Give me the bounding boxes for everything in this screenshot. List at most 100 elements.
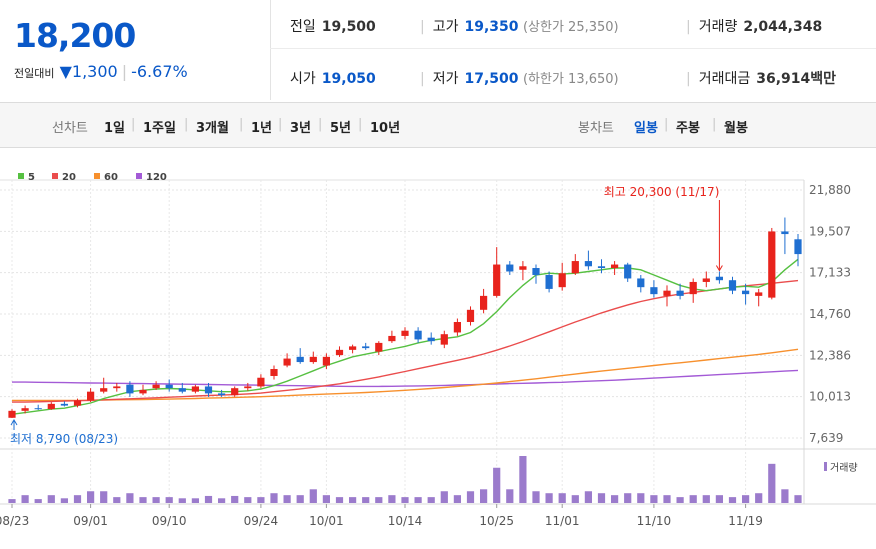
volume-bar (427, 497, 435, 503)
candle-body (34, 408, 42, 410)
candle-body (479, 295, 488, 310)
x-tick-label: 09/01 (73, 514, 108, 528)
candle-weekly[interactable]: 주봉 (676, 121, 700, 136)
volume-bar (493, 467, 501, 503)
candle-body (322, 356, 331, 366)
y-tick-label: 19,507 (809, 224, 851, 238)
candle-body (73, 400, 82, 406)
day-high: | 고가 19,350 (상한가 25,350) (420, 19, 619, 35)
volume-bar (741, 495, 750, 503)
volume-bar (401, 497, 409, 503)
candle-body (702, 278, 710, 282)
candle-body (60, 403, 69, 406)
legend-label-60: 60 (104, 172, 118, 183)
legend-label-5: 5 (28, 172, 35, 183)
volume-bar (388, 495, 396, 503)
upper-limit: (상한가 25,350) (522, 20, 619, 35)
candle-body (637, 278, 645, 288)
line-chart-label: 선차트 (52, 121, 88, 136)
volume-bar (414, 497, 422, 503)
volume-bar (479, 489, 488, 503)
change-divider: | (121, 62, 128, 81)
prev-close: 전일 19,500 (290, 16, 376, 36)
volume-bar (466, 491, 475, 503)
candle-body (270, 369, 278, 376)
candle-body (257, 377, 265, 387)
volume-bar (139, 497, 147, 503)
period-1d[interactable]: 1일 (104, 121, 126, 136)
candle-body (362, 346, 370, 349)
volume-bar (34, 499, 42, 503)
volume-bar (348, 497, 357, 503)
x-tick-label: 10/01 (309, 514, 344, 528)
volume-bar (532, 491, 540, 503)
period-1w[interactable]: 1주일 (143, 121, 176, 136)
volume-bar (100, 491, 108, 503)
volume-bar (296, 495, 304, 503)
candle-body (283, 358, 291, 366)
open-price: 시가 19,050 (290, 68, 376, 88)
prev-close-label: 전일 (290, 19, 316, 35)
candle-body (86, 391, 95, 401)
x-tick-label: 11/01 (545, 514, 580, 528)
volume-bar (637, 493, 645, 503)
legend-label-120: 120 (146, 172, 167, 183)
candle-body (388, 335, 396, 342)
candle-body (401, 330, 409, 336)
candle-monthly[interactable]: 월봉 (724, 121, 748, 136)
candle-body (191, 386, 200, 392)
volume-bar (21, 495, 29, 503)
legend-swatch-60 (94, 173, 100, 179)
down-arrow-icon: ▼ (59, 62, 72, 81)
volume-bar (794, 495, 802, 503)
candle-body (624, 264, 632, 279)
ma-line-120 (12, 369, 799, 388)
change-amount: 1,300 (71, 62, 118, 81)
volume-bar (375, 497, 383, 503)
period-5y[interactable]: 5년 (330, 121, 352, 136)
trade-value-amount: 36,914 (756, 71, 811, 87)
candle-body (440, 334, 448, 345)
volume: | 거래량 2,044,348 (686, 19, 823, 35)
candle-body (47, 403, 55, 410)
candle-chart-label: 봉차트 (578, 121, 614, 136)
quote-header: 18,200 전일대비 ▼1,300 | -6.67% 전일 19,500 | 고가 19… (0, 0, 876, 100)
candle-body (296, 356, 304, 363)
candle-body (545, 274, 553, 289)
candle-body (8, 410, 16, 418)
candle-body (126, 384, 134, 394)
volume-bar (755, 493, 763, 503)
candle-body (728, 280, 737, 291)
trade-value-label: 거래대금 (698, 71, 751, 87)
volume-bar (335, 497, 344, 503)
ma-line-60 (12, 348, 799, 402)
candle-body (152, 384, 160, 389)
candle-body (100, 388, 108, 392)
candle-body (768, 231, 776, 298)
low-label: 저가 (432, 71, 459, 87)
candle-daily[interactable]: 일봉 (634, 121, 658, 136)
y-tick-label: 10,013 (809, 390, 851, 404)
volume-bar (86, 491, 95, 503)
candle-body (781, 231, 789, 235)
candle-body (558, 273, 566, 288)
candle-body (427, 337, 435, 342)
candle-body (571, 261, 579, 274)
volume-bar (191, 498, 200, 503)
volume-bar (781, 489, 789, 503)
period-10y[interactable]: 10년 (370, 121, 401, 136)
volume-bar (73, 495, 82, 503)
candle-body (597, 266, 606, 269)
period-1y[interactable]: 1년 (251, 121, 273, 136)
x-tick-label: 10/14 (388, 514, 423, 528)
period-3m[interactable]: 3개월 (196, 121, 229, 136)
legend-swatch-20 (52, 173, 58, 179)
x-tick-label: 09/10 (152, 514, 187, 528)
period-3y[interactable]: 3년 (290, 121, 312, 136)
y-tick-label: 12,386 (809, 348, 851, 362)
candle-body (650, 287, 658, 295)
volume-bar (676, 497, 684, 503)
volume-bar (610, 495, 619, 503)
high-annotation: 최고 20,300 (11/17) (604, 185, 720, 199)
volume-bar (624, 493, 632, 503)
